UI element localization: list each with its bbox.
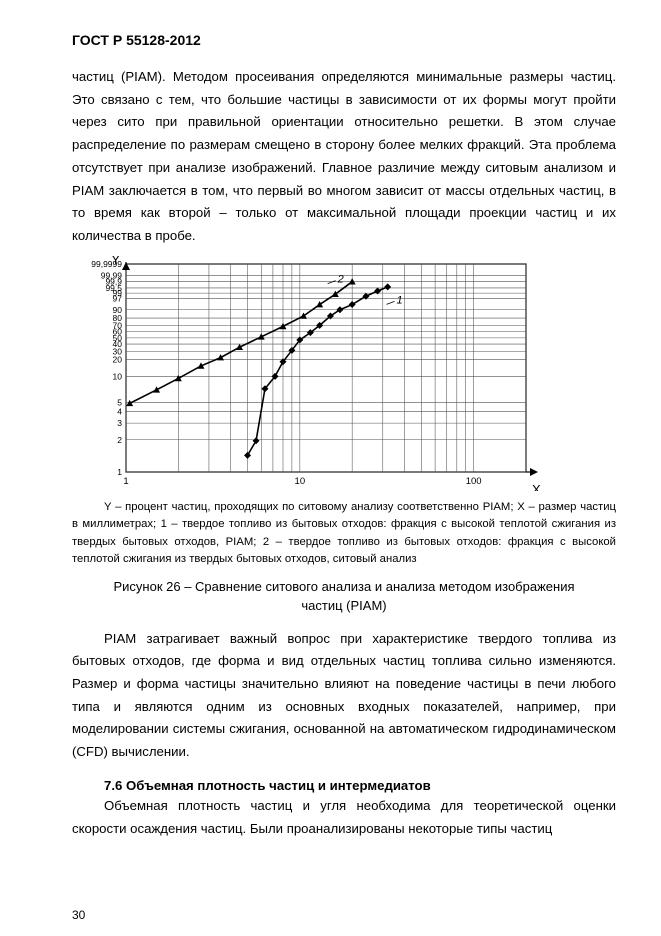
svg-text:1: 1 (397, 294, 403, 306)
paragraph-3: Объемная плотность частиц и угля необход… (72, 795, 616, 840)
svg-text:3: 3 (117, 418, 122, 428)
page-number: 30 (72, 908, 85, 922)
paragraph-1: частиц (PIAM). Методом просеивания опред… (72, 66, 616, 248)
svg-text:2: 2 (117, 434, 122, 444)
svg-text:10: 10 (295, 476, 306, 487)
page: ГОСТ Р 55128-2012 частиц (PIAM). Методом… (0, 0, 661, 936)
comparison-chart: 99,999999,9999,999,599979080706050403020… (72, 256, 562, 491)
svg-text:Y: Y (111, 256, 120, 267)
svg-text:4: 4 (117, 406, 122, 416)
svg-text:97: 97 (113, 293, 123, 303)
svg-text:2: 2 (337, 273, 344, 285)
svg-text:1: 1 (123, 476, 128, 487)
chart-caption: Y – процент частиц, проходящих по ситово… (72, 499, 616, 569)
svg-text:100: 100 (466, 476, 482, 487)
paragraph-2: PIAM затрагивает важный вопрос при харак… (72, 628, 616, 764)
chart-container: 99,999999,9999,999,599979080706050403020… (72, 256, 616, 491)
svg-text:1: 1 (117, 467, 122, 477)
svg-text:X: X (532, 482, 541, 491)
figure-title: Рисунок 26 – Сравнение ситового анализа … (72, 577, 616, 616)
document-header: ГОСТ Р 55128-2012 (72, 32, 616, 48)
section-title: 7.6 Объемная плотность частиц и интермед… (72, 778, 616, 793)
svg-text:10: 10 (113, 371, 123, 381)
figure-title-line2: частиц (PIAM) (301, 598, 386, 613)
figure-title-line1: Рисунок 26 – Сравнение ситового анализа … (113, 579, 574, 594)
svg-text:20: 20 (113, 354, 123, 364)
